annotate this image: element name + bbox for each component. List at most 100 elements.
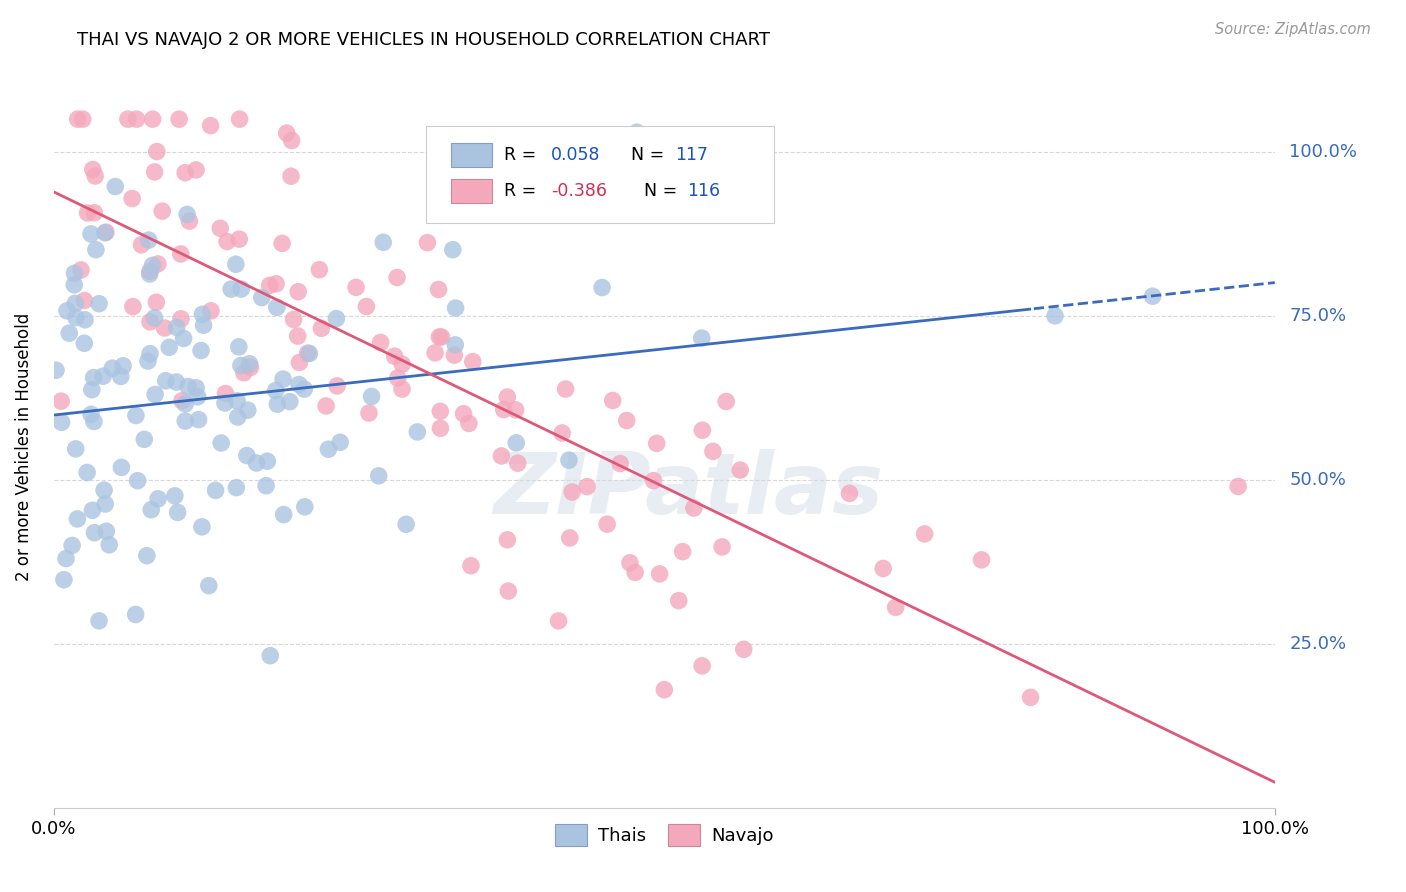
Point: [150, 204, 173, 219]
Point: [66, 112, 89, 127]
Point: [83, 206, 105, 220]
Point: [429, 404, 451, 418]
Text: THAI VS NAVAJO 2 OR MORE VEHICLES IN HOUSEHOLD CORRELATION CHART: THAI VS NAVAJO 2 OR MORE VEHICLES IN HOU…: [77, 31, 770, 49]
Point: [711, 540, 734, 554]
Point: [193, 318, 215, 333]
Point: [225, 257, 247, 271]
Point: [373, 235, 395, 250]
Point: [441, 243, 464, 257]
Point: [83, 370, 105, 384]
Point: [259, 278, 281, 293]
Point: [200, 119, 222, 133]
Point: [239, 360, 262, 375]
Point: [360, 389, 382, 403]
Point: [733, 642, 755, 657]
Point: [690, 658, 713, 673]
Point: [276, 126, 298, 140]
Y-axis label: 2 or more Vehicles in Household: 2 or more Vehicles in Household: [15, 313, 32, 582]
Point: [56, 303, 79, 318]
Point: [93, 483, 115, 498]
Point: [226, 410, 249, 425]
Point: [453, 407, 475, 421]
Point: [138, 267, 160, 281]
Point: [101, 361, 124, 376]
Point: [94, 225, 117, 239]
Point: [155, 374, 177, 388]
Point: [63, 266, 86, 280]
Point: [45, 363, 67, 377]
Point: [643, 474, 665, 488]
Point: [94, 226, 117, 240]
Point: [288, 377, 311, 392]
Point: [264, 384, 287, 398]
Point: [671, 544, 693, 558]
Point: [308, 262, 330, 277]
Point: [505, 435, 527, 450]
Point: [214, 396, 236, 410]
Text: 25.0%: 25.0%: [1289, 635, 1347, 653]
Point: [914, 527, 936, 541]
Point: [236, 449, 259, 463]
Point: [215, 235, 238, 249]
Point: [1019, 690, 1042, 705]
Point: [236, 403, 259, 417]
Point: [728, 463, 751, 477]
Point: [232, 366, 254, 380]
Text: Source: ZipAtlas.com: Source: ZipAtlas.com: [1215, 22, 1371, 37]
Point: [461, 354, 484, 368]
Point: [66, 512, 89, 526]
Point: [125, 112, 148, 127]
Point: [83, 525, 105, 540]
Point: [645, 436, 668, 450]
Text: 50.0%: 50.0%: [1289, 471, 1347, 489]
Point: [576, 480, 599, 494]
Point: [143, 165, 166, 179]
Point: [138, 233, 160, 247]
Point: [326, 379, 349, 393]
Text: 116: 116: [688, 182, 721, 200]
Point: [166, 320, 188, 334]
Point: [153, 321, 176, 335]
Point: [82, 162, 104, 177]
Point: [872, 561, 894, 575]
Point: [63, 277, 86, 292]
Point: [288, 355, 311, 369]
Point: [329, 435, 352, 450]
Point: [225, 481, 247, 495]
Point: [170, 393, 193, 408]
Point: [444, 301, 467, 315]
Point: [65, 442, 87, 456]
Point: [1043, 309, 1066, 323]
Point: [141, 259, 163, 273]
Point: [238, 357, 260, 371]
Point: [443, 348, 465, 362]
Point: [157, 340, 180, 354]
Point: [91, 369, 114, 384]
Point: [55, 551, 77, 566]
Point: [264, 277, 287, 291]
Point: [429, 330, 451, 344]
Text: -0.386: -0.386: [551, 182, 607, 200]
Point: [596, 517, 619, 532]
Point: [121, 192, 143, 206]
Point: [110, 369, 132, 384]
Point: [458, 417, 481, 431]
Text: N =: N =: [633, 182, 682, 200]
Point: [491, 449, 513, 463]
Point: [80, 227, 103, 241]
Point: [58, 326, 80, 341]
Point: [624, 566, 647, 580]
Point: [70, 263, 93, 277]
Point: [191, 520, 214, 534]
Point: [60, 538, 83, 552]
Point: [702, 444, 724, 458]
Point: [65, 296, 87, 310]
Point: [94, 497, 117, 511]
Point: [52, 573, 75, 587]
Point: [110, 460, 132, 475]
Text: 100.0%: 100.0%: [1289, 143, 1357, 161]
Point: [554, 382, 576, 396]
Point: [87, 614, 110, 628]
Point: [186, 381, 208, 395]
Point: [384, 349, 406, 363]
